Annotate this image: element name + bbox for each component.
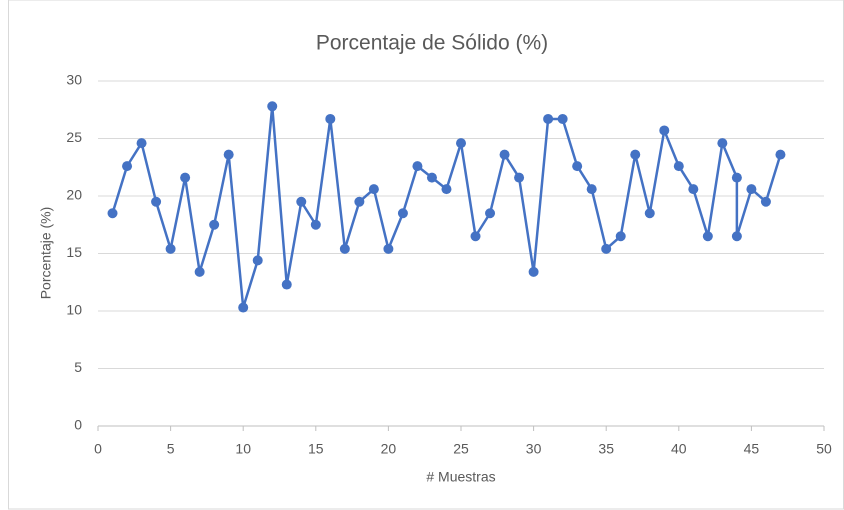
data-point	[760, 196, 771, 207]
y-axis-label: Porcentaje (%)	[38, 207, 54, 300]
data-point	[543, 113, 554, 124]
data-point	[644, 208, 655, 219]
y-tick-label: 0	[74, 417, 82, 433]
data-point	[383, 243, 394, 254]
data-point	[659, 125, 670, 136]
data-point	[325, 113, 336, 124]
data-point	[267, 101, 278, 112]
data-point	[238, 302, 249, 313]
data-point	[731, 231, 742, 242]
data-point	[426, 172, 437, 183]
data-point	[136, 138, 147, 149]
chart-title: Porcentaje de Sólido (%)	[316, 32, 548, 55]
chart-border	[8, 0, 844, 510]
y-tick-label: 10	[66, 302, 82, 318]
x-tick-label: 35	[598, 441, 614, 457]
data-point	[412, 161, 423, 172]
x-tick-label: 45	[744, 441, 760, 457]
data-point	[499, 149, 510, 160]
data-point	[107, 208, 118, 219]
data-point	[514, 172, 525, 183]
data-point	[731, 172, 742, 183]
data-point	[194, 266, 205, 277]
x-tick-label: 30	[526, 441, 542, 457]
data-point	[354, 196, 365, 207]
data-point	[557, 113, 568, 124]
x-tick-label: 5	[167, 441, 175, 457]
data-point	[397, 208, 408, 219]
data-point	[673, 161, 684, 172]
data-point	[746, 184, 757, 195]
data-point	[485, 208, 496, 219]
data-point	[456, 138, 466, 149]
data-point	[165, 243, 176, 254]
data-point	[151, 196, 162, 207]
data-point	[615, 231, 626, 242]
data-point	[223, 149, 234, 160]
data-point	[122, 161, 133, 172]
x-tick-label: 15	[308, 441, 324, 457]
data-point	[630, 149, 641, 160]
data-point	[296, 196, 307, 207]
data-point	[252, 255, 263, 266]
data-point	[339, 243, 350, 254]
data-point	[572, 161, 583, 172]
data-point	[775, 149, 786, 160]
y-tick-label: 20	[66, 187, 82, 203]
data-point	[368, 184, 379, 195]
x-tick-label: 40	[671, 441, 687, 457]
x-tick-label: 50	[816, 441, 832, 457]
x-axis-label: # Muestras	[426, 469, 495, 485]
data-point	[180, 172, 191, 183]
data-point	[528, 266, 539, 277]
y-tick-label: 30	[66, 72, 82, 88]
y-tick-label: 25	[66, 129, 82, 145]
data-point	[601, 243, 612, 254]
data-point	[702, 231, 713, 242]
y-tick-label: 15	[66, 244, 82, 260]
y-tick-label: 5	[74, 359, 82, 375]
data-point	[688, 184, 699, 195]
x-tick-label: 0	[94, 441, 102, 457]
data-point	[441, 184, 452, 195]
data-point	[209, 219, 220, 230]
data-point	[310, 219, 321, 230]
x-tick-label: 25	[453, 441, 469, 457]
data-point	[470, 231, 481, 242]
x-tick-label: 20	[381, 441, 397, 457]
data-point	[717, 138, 728, 149]
x-tick-label: 10	[235, 441, 251, 457]
data-point	[586, 184, 597, 195]
data-point	[281, 279, 292, 290]
